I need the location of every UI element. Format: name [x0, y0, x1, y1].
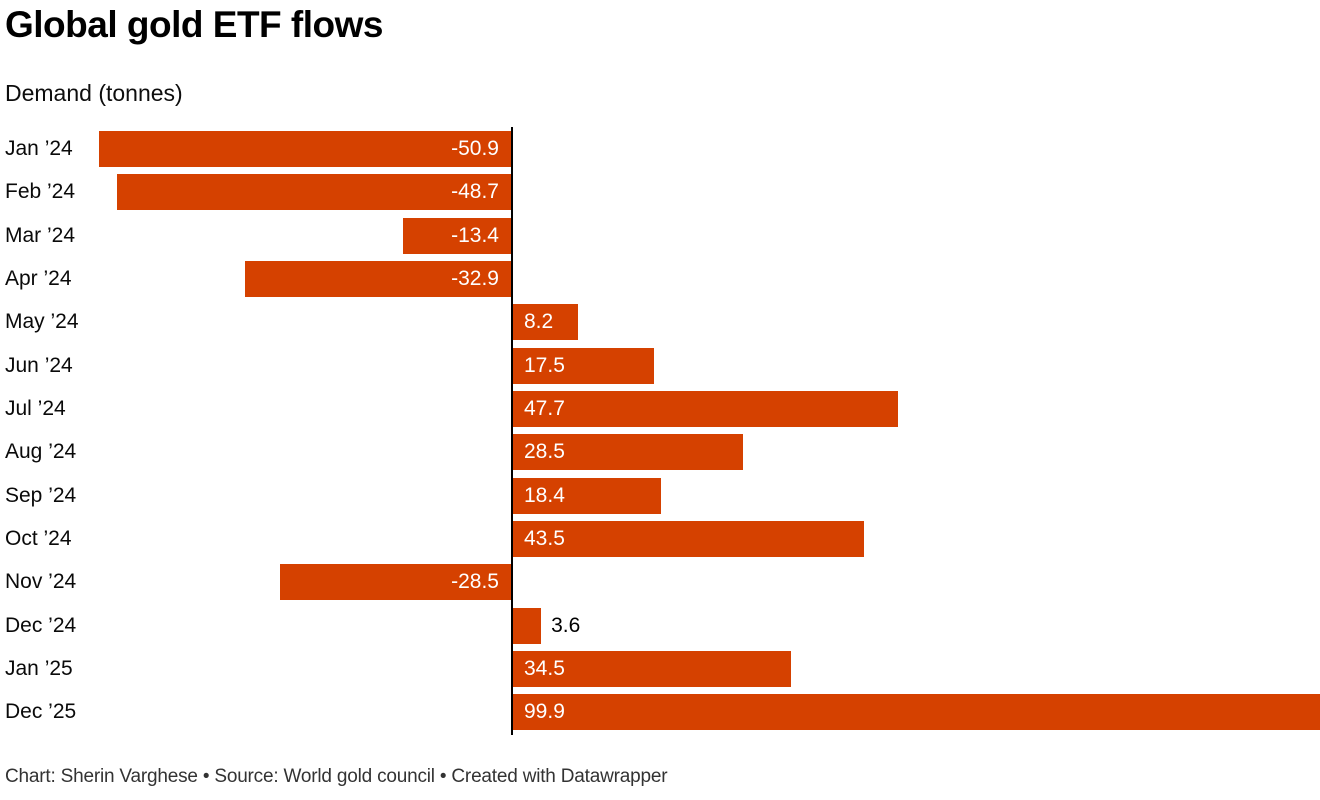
- bar: 43.5: [512, 520, 864, 557]
- bar: 17.5: [512, 347, 654, 384]
- category-label: May ’24: [5, 310, 79, 334]
- value-label: 8.2: [524, 310, 554, 334]
- bar: [512, 607, 542, 644]
- category-label: Jan ’24: [5, 136, 73, 160]
- chart-footer: Chart: Sherin Varghese • Source: World g…: [5, 766, 668, 788]
- category-label: Dec ’24: [5, 613, 77, 637]
- value-label: 34.5: [524, 657, 565, 680]
- value-label: -13.4: [451, 223, 499, 247]
- category-label: Aug ’24: [5, 440, 77, 464]
- bar-row: Feb ’24 -48.7: [0, 170, 1320, 213]
- bar: 47.7: [512, 390, 898, 427]
- bar: 99.9: [512, 694, 1320, 731]
- category-label: Dec ’25: [5, 700, 77, 724]
- bar: 34.5: [512, 651, 792, 687]
- value-label: 3.6: [551, 613, 581, 637]
- chart-subtitle: Demand (tonnes): [5, 79, 183, 106]
- category-label: Oct ’24: [5, 526, 72, 550]
- bar: -13.4: [402, 217, 511, 254]
- bar-row: May ’24 8.2: [0, 301, 1320, 344]
- bar-row: Dec ’25 99.9: [0, 691, 1320, 734]
- bar-row: Dec ’24 3.6: [0, 604, 1320, 647]
- category-label: Mar ’24: [5, 223, 76, 247]
- bar: -48.7: [117, 174, 511, 211]
- bar: 8.2: [512, 304, 579, 341]
- category-label: Nov ’24: [5, 570, 77, 594]
- category-label: Apr ’24: [5, 266, 72, 290]
- category-label: Jul ’24: [5, 396, 66, 420]
- bar-row: Jan ’24 -50.9: [0, 127, 1320, 170]
- bar-row: Mar ’24 -13.4: [0, 214, 1320, 257]
- value-label: 99.9: [524, 700, 565, 724]
- value-label: 17.5: [524, 353, 565, 377]
- bar-row: Nov ’24 -28.5: [0, 561, 1320, 604]
- category-label: Jun ’24: [5, 353, 73, 377]
- bar: -32.9: [244, 260, 511, 297]
- bar-row: Oct ’24 43.5: [0, 517, 1320, 560]
- value-label: 18.4: [524, 483, 565, 507]
- bar-row: Jul ’24 47.7: [0, 387, 1320, 430]
- bar-row: Jan ’25 34.5: [0, 647, 1320, 690]
- value-label: 43.5: [524, 526, 565, 550]
- chart-title: Global gold ETF flows: [5, 4, 383, 45]
- category-label: Jan ’25: [5, 657, 73, 680]
- value-label: 47.7: [524, 396, 565, 420]
- value-label: -28.5: [451, 570, 499, 594]
- bar: 18.4: [512, 477, 661, 514]
- value-label: 28.5: [524, 440, 565, 464]
- bar: -28.5: [280, 564, 511, 601]
- value-label: -48.7: [451, 180, 499, 204]
- bar-row: Apr ’24 -32.9: [0, 257, 1320, 300]
- value-label: -50.9: [451, 136, 499, 160]
- bar-row: Jun ’24 17.5: [0, 344, 1320, 387]
- zero-axis-line: [511, 127, 513, 736]
- bar-row: Sep ’24 18.4: [0, 474, 1320, 517]
- plot-area: Jan ’24 -50.9 Feb ’24 -48.7 Mar ’24 -13.4 Apr …: [0, 127, 1320, 736]
- category-label: Feb ’24: [5, 180, 76, 204]
- bar: 28.5: [512, 434, 743, 471]
- bar-row: Aug ’24 28.5: [0, 431, 1320, 474]
- category-label: Sep ’24: [5, 483, 77, 507]
- bar: -50.9: [99, 130, 511, 167]
- value-label: -32.9: [451, 266, 499, 290]
